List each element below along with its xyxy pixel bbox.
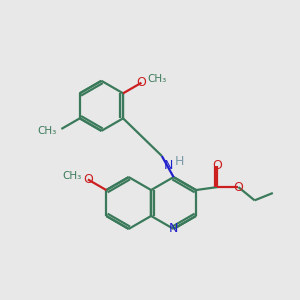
Text: O: O [136,76,146,89]
Text: H: H [175,155,184,168]
Text: N: N [169,222,178,236]
Text: N: N [164,159,173,172]
Text: O: O [212,159,222,172]
Text: CH₃: CH₃ [147,74,167,84]
Text: CH₃: CH₃ [38,126,57,136]
Text: CH₃: CH₃ [62,171,82,181]
Text: O: O [83,173,93,186]
Text: O: O [233,181,243,194]
